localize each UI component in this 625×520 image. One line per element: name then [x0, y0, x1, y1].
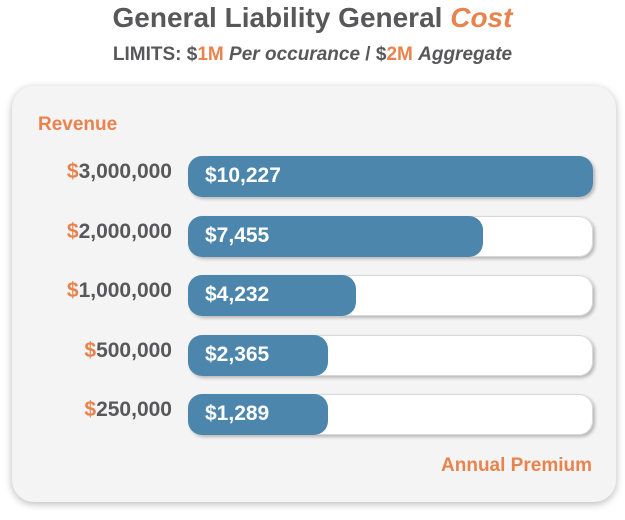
x-axis-label: Annual Premium — [441, 455, 592, 476]
chart-title-accent: Cost — [450, 2, 513, 33]
bar-track: $4,232 — [188, 275, 593, 316]
category-currency-symbol: $ — [84, 338, 97, 362]
bar-row: $500,000 $2,365 — [12, 333, 616, 377]
category-label: $250,000 — [84, 398, 172, 422]
subtitle-per-occurance: Per occurance — [229, 44, 361, 65]
bar-value-label: $10,227 — [205, 164, 281, 187]
bar-track: $7,455 — [188, 215, 593, 257]
bar-row: $3,000,000 $10,227 — [12, 154, 616, 198]
bar-row: $1,000,000 $4,232 — [12, 273, 616, 317]
bar: $10,227 — [188, 156, 593, 197]
bar-value-label: $7,455 — [205, 223, 270, 247]
bar: $1,289 — [188, 394, 328, 435]
bar: $2,365 — [188, 334, 328, 376]
bar-track: $10,227 — [188, 156, 593, 197]
bar: $7,455 — [188, 215, 483, 257]
category-amount: 3,000,000 — [78, 160, 172, 183]
bar-value-label: $4,232 — [205, 283, 270, 306]
subtitle-dollar-1: $ — [186, 44, 198, 65]
subtitle-amount-2: 2M — [386, 44, 413, 65]
bar-row: $250,000 $1,289 — [12, 392, 616, 436]
chart-title-main: General Liability General — [112, 2, 443, 33]
category-currency-symbol: $ — [66, 279, 79, 302]
subtitle-dollar-2: $ — [375, 44, 387, 65]
bar-track: $2,365 — [188, 334, 593, 376]
y-axis-label: Revenue — [38, 114, 118, 135]
bar-value-label: $1,289 — [205, 402, 270, 425]
bar: $4,232 — [188, 275, 356, 316]
bar-row: $2,000,000 $7,455 — [12, 214, 616, 258]
category-label: $1,000,000 — [67, 279, 172, 303]
chart-subtitle: LIMITS: $1M Per occurance / $2M Aggregat… — [0, 44, 625, 66]
bar-value-label: $2,365 — [205, 342, 270, 366]
category-currency-symbol: $ — [84, 398, 97, 421]
category-label: $500,000 — [84, 339, 172, 363]
category-label: $3,000,000 — [67, 160, 172, 184]
chart-card: Revenue $3,000,000 $10,227 $2,000,000 $7,45… — [12, 86, 616, 502]
subtitle-limits-label: LIMITS: — [112, 44, 182, 65]
category-currency-symbol: $ — [66, 160, 79, 183]
subtitle-slash: / — [365, 44, 371, 65]
chart-title: General Liability General Cost — [0, 2, 625, 34]
subtitle-aggregate: Aggregate — [418, 44, 513, 65]
category-amount: 500,000 — [96, 338, 172, 362]
category-currency-symbol: $ — [66, 219, 79, 243]
category-amount: 1,000,000 — [78, 279, 172, 302]
bar-track: $1,289 — [188, 394, 593, 435]
category-label: $2,000,000 — [67, 220, 172, 244]
subtitle-amount-1: 1M — [197, 44, 224, 65]
category-amount: 250,000 — [96, 398, 172, 421]
category-amount: 2,000,000 — [78, 219, 172, 243]
